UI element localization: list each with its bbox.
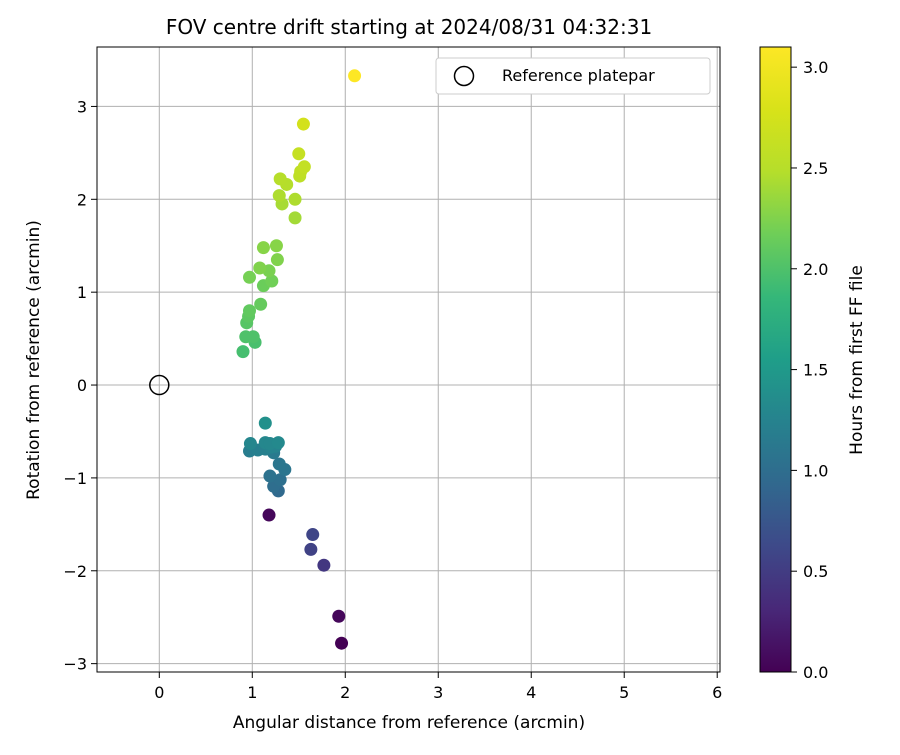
y-tick-label: 0 (77, 376, 87, 395)
scatter-point (317, 558, 331, 572)
x-axis-ticks: 0 1 2 3 4 5 6 (154, 672, 722, 702)
colorbar-gradient (759, 46, 792, 673)
colorbar-tick-label: 0.5 (803, 562, 828, 581)
scatter-point (253, 261, 267, 275)
scatter-point (332, 609, 346, 623)
scatter-point (292, 147, 306, 161)
scatter-point (272, 189, 286, 203)
scatter-point (243, 437, 257, 451)
scatter-point (254, 297, 268, 311)
colorbar-tick-label: 1.0 (803, 461, 828, 480)
y-tick-label: 1 (77, 283, 87, 302)
x-tick-label: 1 (247, 683, 257, 702)
colorbar-tick-label: 2.5 (803, 159, 828, 178)
scatter-point (258, 416, 272, 430)
y-tick-label: 3 (77, 97, 87, 116)
scatter-point (306, 528, 320, 542)
y-tick-label: −1 (63, 469, 87, 488)
y-axis-label: Rotation from reference (arcmin) (24, 220, 44, 500)
scatter-point (272, 457, 286, 471)
colorbar-label: Hours from first FF file (847, 265, 867, 455)
colorbar-ticks: 0.0 0.5 1.0 1.5 2.0 2.5 3.0 (791, 58, 828, 682)
scatter-point (273, 172, 287, 186)
scatter-point (269, 239, 283, 253)
colorbar-tick-label: 3.0 (803, 58, 828, 77)
scatter-point (297, 160, 311, 174)
scatter-point (265, 274, 279, 288)
x-tick-label: 2 (340, 683, 350, 702)
scatter-point (335, 636, 349, 650)
scatter-point (242, 270, 256, 284)
scatter-point (288, 211, 302, 225)
scatter-point (263, 469, 277, 483)
legend: Reference platepar (435, 57, 711, 95)
y-tick-label: 2 (77, 190, 87, 209)
x-tick-label: 6 (712, 683, 722, 702)
x-tick-label: 3 (433, 683, 443, 702)
scatter-point (270, 253, 284, 267)
x-tick-label: 4 (526, 683, 536, 702)
scatter-point (296, 117, 310, 131)
x-tick-label: 0 (154, 683, 164, 702)
scatter-point (348, 69, 362, 83)
scatter-point (273, 473, 287, 487)
y-tick-label: −3 (63, 655, 87, 674)
scatter-point (304, 542, 318, 556)
y-axis-ticks: −3 −2 −1 0 1 2 3 (63, 97, 97, 674)
y-tick-label: −2 (63, 562, 87, 581)
grid (97, 47, 720, 672)
scatter-point (256, 241, 270, 255)
scatter-point (242, 304, 256, 318)
x-tick-label: 5 (619, 683, 629, 702)
scatter-point (262, 508, 276, 522)
x-axis-label: Angular distance from reference (arcmin) (233, 713, 585, 733)
plot-frame (96, 46, 721, 673)
colorbar: 0.0 0.5 1.0 1.5 2.0 2.5 3.0 Hours from first F… (759, 46, 867, 682)
reference-platepar-marker (149, 374, 170, 396)
chart-title: FOV centre drift starting at 2024/08/31 … (166, 15, 652, 39)
colorbar-tick-label: 1.5 (803, 361, 828, 380)
colorbar-tick-label: 2.0 (803, 260, 828, 279)
scatter-point (246, 330, 260, 344)
scatter-point (236, 345, 250, 359)
colorbar-tick-label: 0.0 (803, 663, 828, 682)
legend-label-reference-platepar: Reference platepar (502, 66, 655, 85)
legend-reference-marker (453, 65, 475, 87)
scatter-point (271, 436, 285, 450)
scatter-point (288, 192, 302, 206)
data-points (236, 69, 362, 650)
legend-box (435, 57, 711, 95)
